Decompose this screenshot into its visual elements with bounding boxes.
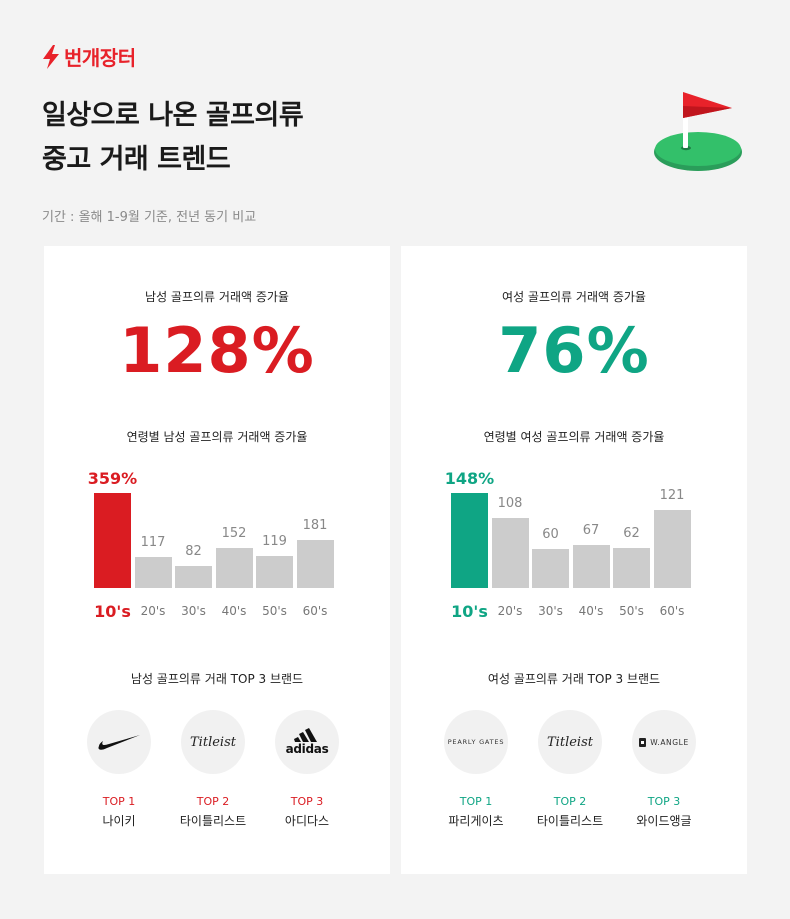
- women-age-chart: 148% 10's 108 20's 60 30's 67 40's 62 50's 121 60's: [445, 466, 701, 626]
- bar-category-label: 40's: [578, 604, 604, 618]
- brand-item: Titleist TOP 2 타이틀리스트: [163, 710, 263, 829]
- bar-women-1: [491, 518, 529, 588]
- brand-name: 타이틀리스트: [179, 814, 247, 828]
- bar-category-label: 30's: [538, 604, 563, 618]
- bar-category-label: 20's: [140, 604, 166, 618]
- titleist-logo: Titleist: [181, 710, 245, 774]
- adidas-stripes-icon: [294, 728, 317, 742]
- brand-name: 파리게이츠: [448, 814, 504, 828]
- brand-name: 번개장터: [64, 46, 136, 70]
- brand-name: 나이키: [102, 814, 136, 828]
- women-growth-rate: 76%: [498, 314, 650, 387]
- bar-men-3: [215, 548, 253, 588]
- brand-name: 와이드앵글: [636, 814, 692, 828]
- brand-item: PEARLY GATES TOP 1 파리게이츠: [426, 710, 526, 829]
- bar-value-label: 119: [262, 534, 287, 549]
- adidas-logo-text: adidas: [285, 742, 329, 756]
- women-heading: 여성 골프의류 거래액 증가율: [502, 290, 646, 304]
- bar-value-label: 359%: [87, 469, 138, 488]
- wide-angle-icon: [639, 737, 647, 747]
- brand-rank: TOP 3: [647, 795, 681, 808]
- page-title-line2: 중고 거래 트렌드: [42, 144, 231, 175]
- page-title-line1: 일상으로 나온 골프의류: [42, 100, 304, 131]
- titleist-logo-text: Titleist: [547, 734, 593, 750]
- bar-category-label: 60's: [659, 604, 685, 618]
- bar-men-1: [134, 557, 172, 588]
- brand-item: W.ANGLE TOP 3 와이드앵글: [614, 710, 714, 829]
- men-brands: TOP 1 나이키 Titleist TOP 2 타이틀리스트 adidas T…: [44, 710, 390, 830]
- bar-value-label: 152: [221, 526, 247, 541]
- women-brands: PEARLY GATES TOP 1 파리게이츠 Titleist TOP 2 …: [401, 710, 747, 830]
- men-age-chart: 359% 10's 117 20's 82 30's 152 40's 119 50's 181 60…: [88, 466, 344, 626]
- bar-value-label: 121: [659, 488, 685, 503]
- women-age-heading: 연령별 여성 골프의류 거래액 증가율: [483, 430, 665, 444]
- bar-category-label: 60's: [302, 604, 328, 618]
- pearly-gates-logo-text: PEARLY GATES: [447, 738, 505, 746]
- brand-rank: TOP 2: [553, 795, 587, 808]
- wide-angle-logo: W.ANGLE: [632, 710, 696, 774]
- titleist-logo: Titleist: [538, 710, 602, 774]
- titleist-logo-text: Titleist: [190, 734, 236, 750]
- bar-men-4: [256, 556, 293, 588]
- men-age-heading: 연령별 남성 골프의류 거래액 증가율: [126, 430, 308, 444]
- brand-rank: TOP 3: [290, 795, 324, 808]
- men-card: 남성 골프의류 거래액 증가율 128% 연령별 남성 골프의류 거래액 증가율…: [44, 246, 390, 874]
- brand-item: adidas TOP 3 아디다스: [257, 710, 357, 829]
- bar-category-label: 50's: [619, 604, 644, 618]
- brand-rank: TOP 2: [196, 795, 230, 808]
- men-brands-heading: 남성 골프의류 거래 TOP 3 브랜드: [130, 672, 304, 686]
- bar-category-label: 50's: [262, 604, 287, 618]
- brand-rank: TOP 1: [459, 795, 493, 808]
- wide-angle-logo-text: W.ANGLE: [650, 737, 689, 747]
- bar-men-0: [94, 493, 131, 588]
- bar-value-label: 67: [582, 523, 600, 538]
- pearly-gates-logo: PEARLY GATES: [444, 710, 508, 774]
- brand-name: 아디다스: [284, 814, 330, 828]
- bar-value-label: 82: [185, 544, 202, 559]
- bar-men-2: [175, 566, 212, 588]
- bar-value-label: 108: [497, 496, 523, 511]
- nike-logo: [87, 710, 151, 774]
- adidas-logo: adidas: [275, 710, 339, 774]
- bar-category-label: 40's: [221, 604, 247, 618]
- bar-women-5: [653, 510, 691, 588]
- bar-category-label: 10's: [94, 602, 131, 621]
- brand-item: Titleist TOP 2 타이틀리스트: [520, 710, 620, 829]
- men-heading: 남성 골프의류 거래액 증가율: [145, 290, 289, 304]
- brand-logo: 번개장터: [42, 42, 136, 71]
- nike-swoosh-icon: [98, 735, 140, 750]
- bar-value-label: 62: [623, 526, 640, 541]
- bar-category-label: 30's: [181, 604, 206, 618]
- brand-name: 타이틀리스트: [536, 814, 604, 828]
- brand-rank: TOP 1: [102, 795, 136, 808]
- bar-women-3: [572, 545, 610, 588]
- bar-category-label: 10's: [451, 602, 488, 621]
- bar-women-0: [451, 493, 488, 588]
- page-title: 일상으로 나온 골프의류 중고 거래 트렌드: [42, 94, 304, 182]
- golf-flag-icon: [654, 92, 742, 171]
- bar-category-label: 20's: [497, 604, 523, 618]
- bar-value-label: 181: [302, 518, 328, 533]
- period-note: 기간 : 올해 1-9월 기준, 전년 동기 비교: [42, 210, 257, 225]
- bar-men-5: [296, 540, 334, 588]
- lightning-icon: [43, 44, 59, 69]
- brand-item: TOP 1 나이키: [69, 710, 169, 829]
- bar-women-2: [532, 549, 569, 588]
- bar-value-label: 117: [140, 535, 166, 550]
- bar-value-label: 148%: [444, 469, 495, 488]
- men-growth-rate: 128%: [119, 314, 315, 387]
- women-brands-heading: 여성 골프의류 거래 TOP 3 브랜드: [487, 672, 661, 686]
- bar-women-4: [613, 548, 650, 588]
- women-card: 여성 골프의류 거래액 증가율 76% 연령별 여성 골프의류 거래액 증가율 …: [401, 246, 747, 874]
- bar-value-label: 60: [542, 527, 559, 542]
